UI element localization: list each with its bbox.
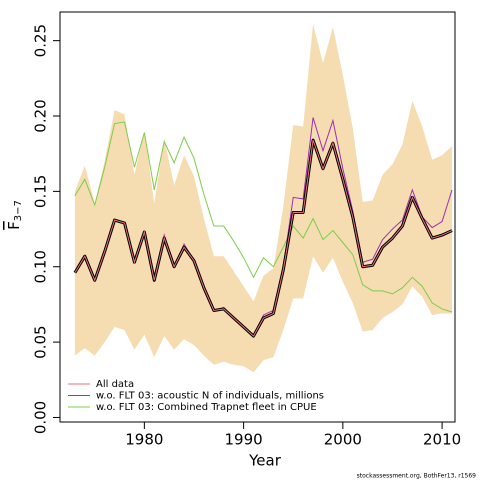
y-tick-label: 0.25: [32, 24, 50, 57]
series-line: [74, 121, 453, 313]
x-tick-label: 1990: [225, 431, 263, 449]
y-tick-label: 0.05: [32, 325, 50, 358]
y-label-main: F: [5, 221, 23, 230]
x-tick-label: 2010: [423, 431, 461, 449]
legend-label: w.o. FLT 03: Combined Trapnet fleet in C…: [96, 402, 317, 413]
y-tick-label: 0.15: [32, 175, 50, 208]
y-tick-label: 0.00: [32, 401, 50, 434]
legend-label: All data: [96, 379, 134, 390]
x-axis-label: Year: [248, 452, 282, 470]
confidence-band: [74, 24, 453, 373]
y-axis-label: F3−7: [5, 200, 25, 230]
y-tick-label: 0.20: [32, 99, 50, 132]
footer: stockassessment.org, BothFer13, r1569: [357, 473, 477, 480]
plot-frame: [59, 11, 456, 423]
x-tick-label: 1980: [125, 431, 163, 449]
series-line: [74, 139, 453, 337]
legend-label: w.o. FLT 03: acoustic N of individuals, …: [96, 391, 324, 402]
y-label-sub: 3−7: [13, 200, 24, 221]
plot-area: [73, 24, 453, 373]
x-tick-label: 2000: [324, 431, 362, 449]
y-tick-label: 0.10: [32, 250, 50, 283]
